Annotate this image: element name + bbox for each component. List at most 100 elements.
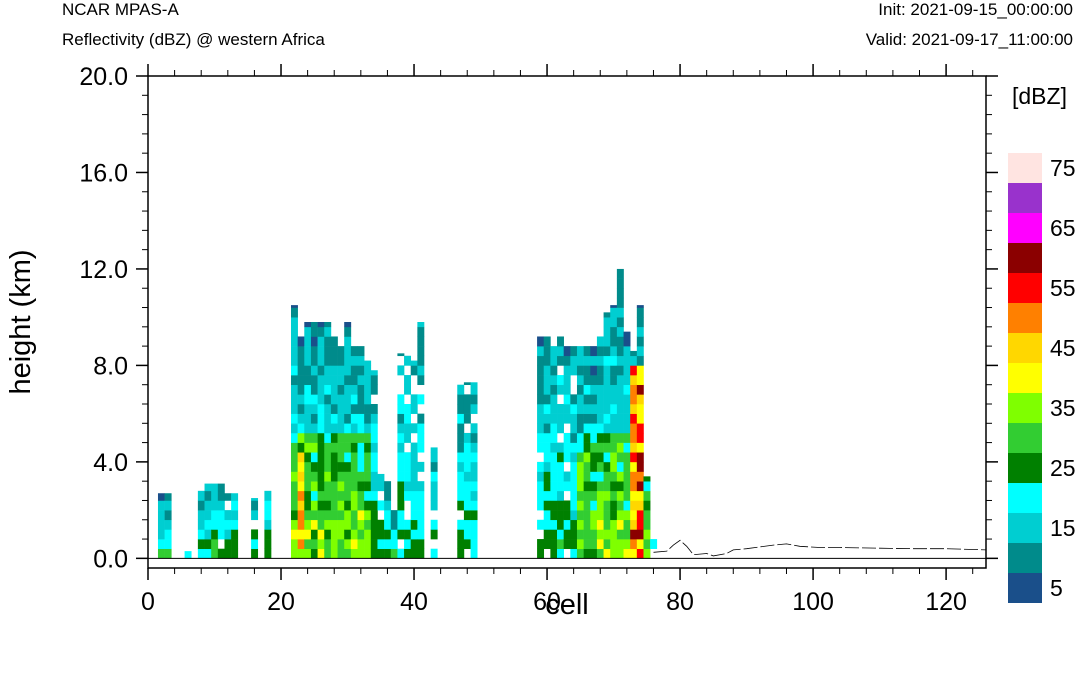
reflectivity-cell — [550, 461, 558, 472]
reflectivity-cell — [463, 413, 471, 424]
reflectivity-cell — [344, 510, 352, 521]
reflectivity-cell — [643, 476, 651, 482]
reflectivity-cell — [590, 394, 598, 405]
reflectivity-cell — [370, 442, 378, 453]
reflectivity-cell — [636, 529, 644, 540]
reflectivity-cell — [603, 375, 611, 386]
reflectivity-cell — [304, 375, 312, 386]
reflectivity-cell — [324, 539, 332, 550]
colorbar-label: 45 — [1050, 335, 1076, 361]
reflectivity-cell — [623, 331, 631, 337]
reflectivity-cell — [543, 519, 551, 530]
reflectivity-cell — [324, 394, 332, 405]
reflectivity-cell — [610, 326, 618, 337]
reflectivity-cell — [570, 471, 578, 482]
reflectivity-cell — [224, 510, 232, 521]
reflectivity-cell — [364, 365, 372, 376]
reflectivity-cell — [596, 500, 604, 511]
reflectivity-cell — [636, 500, 644, 511]
reflectivity-cell — [616, 500, 624, 511]
chart-title: NCAR MPAS-A — [62, 0, 179, 19]
reflectivity-cell — [344, 452, 352, 463]
reflectivity-cell — [324, 322, 332, 328]
reflectivity-cell — [317, 490, 325, 501]
reflectivity-cell — [570, 500, 578, 511]
reflectivity-cell — [410, 360, 418, 366]
reflectivity-cell — [330, 375, 338, 386]
reflectivity-cell — [157, 539, 165, 550]
reflectivity-cell — [623, 394, 631, 405]
reflectivity-cell — [390, 519, 398, 530]
reflectivity-cell — [557, 346, 564, 357]
reflectivity-cell — [543, 539, 551, 550]
reflectivity-cell — [610, 519, 618, 530]
reflectivity-cell — [310, 519, 318, 530]
reflectivity-cell — [636, 423, 644, 434]
reflectivity-cell — [357, 471, 365, 482]
reflectivity-cell — [217, 510, 225, 521]
reflectivity-cell — [297, 404, 305, 414]
reflectivity-cell — [304, 529, 312, 540]
reflectivity-cell — [410, 539, 418, 550]
reflectivity-cell — [410, 500, 418, 511]
reflectivity-cell — [310, 461, 318, 472]
reflectivity-cell — [231, 510, 239, 521]
reflectivity-cell — [610, 548, 618, 559]
reflectivity-cell — [204, 510, 212, 521]
reflectivity-cell — [344, 500, 352, 511]
reflectivity-cell — [410, 404, 418, 414]
reflectivity-cell — [330, 404, 338, 414]
reflectivity-cell — [457, 452, 465, 463]
reflectivity-cell — [610, 490, 618, 501]
reflectivity-cell — [324, 452, 332, 463]
reflectivity-cell — [324, 490, 332, 501]
reflectivity-cell — [397, 548, 405, 559]
reflectivity-cell — [590, 548, 598, 559]
reflectivity-cell — [623, 355, 631, 366]
reflectivity-cell — [543, 510, 551, 521]
reflectivity-cell — [344, 384, 352, 395]
reflectivity-cell — [596, 510, 604, 521]
reflectivity-cell — [603, 461, 611, 472]
reflectivity-cell — [563, 510, 571, 521]
reflectivity-cell — [537, 481, 545, 492]
reflectivity-cell — [417, 519, 425, 530]
reflectivity-cell — [157, 500, 165, 511]
reflectivity-cell — [616, 432, 624, 443]
reflectivity-cell — [616, 336, 624, 347]
reflectivity-cell — [297, 490, 305, 501]
reflectivity-cell — [304, 423, 312, 434]
reflectivity-cell — [337, 423, 345, 434]
reflectivity-cell — [390, 548, 398, 559]
reflectivity-cell — [330, 471, 338, 482]
reflectivity-cell — [590, 375, 598, 386]
reflectivity-cell — [344, 548, 352, 559]
reflectivity-cell — [357, 500, 365, 511]
reflectivity-cell — [570, 365, 578, 376]
reflectivity-cell — [350, 461, 358, 472]
reflectivity-cell — [537, 500, 545, 511]
reflectivity-cell — [630, 442, 638, 453]
reflectivity-cell — [350, 529, 358, 540]
reflectivity-cell — [430, 447, 438, 453]
colorbar-label: 5 — [1050, 575, 1063, 601]
reflectivity-cell — [344, 432, 352, 443]
reflectivity-cell — [350, 500, 358, 511]
reflectivity-cell — [543, 413, 551, 424]
reflectivity-cell — [583, 471, 591, 482]
reflectivity-cell — [636, 548, 644, 559]
reflectivity-cell — [417, 423, 425, 434]
reflectivity-cell — [370, 423, 378, 434]
reflectivity-cell — [404, 519, 412, 530]
reflectivity-cell — [537, 432, 545, 443]
reflectivity-cell — [590, 346, 598, 357]
reflectivity-cell — [211, 548, 219, 559]
reflectivity-cell — [603, 346, 611, 357]
reflectivity-cell — [364, 394, 372, 405]
reflectivity-cell — [463, 490, 471, 501]
reflectivity-cell — [596, 346, 604, 357]
reflectivity-cell — [337, 481, 345, 492]
reflectivity-cell — [583, 365, 591, 376]
reflectivity-cell — [344, 355, 352, 366]
colorbar-swatch — [1008, 363, 1042, 393]
